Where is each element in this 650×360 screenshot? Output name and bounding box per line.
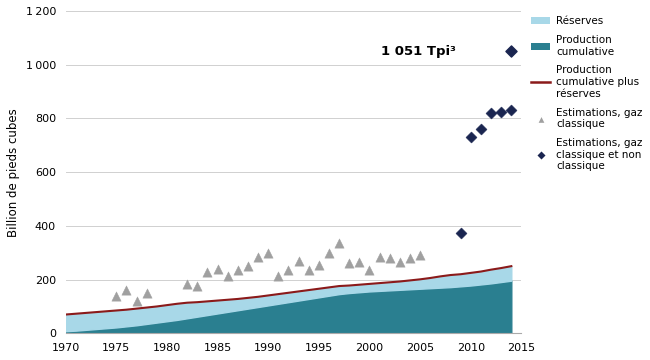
Point	[385, 255, 395, 261]
Point	[202, 269, 213, 274]
Point	[405, 255, 415, 261]
Point	[253, 254, 263, 260]
Point	[233, 267, 243, 273]
Y-axis label: Billion de pieds cubes: Billion de pieds cubes	[7, 108, 20, 237]
Point	[374, 254, 385, 260]
Point	[506, 108, 517, 113]
Point	[395, 259, 405, 265]
Point	[304, 267, 314, 273]
Point	[121, 288, 131, 293]
Point	[456, 230, 466, 235]
Point	[506, 48, 517, 54]
Point	[354, 259, 365, 265]
Point	[324, 250, 334, 256]
Point	[111, 293, 122, 298]
Point	[142, 290, 152, 296]
Point	[242, 263, 253, 269]
Point	[415, 253, 425, 258]
Point	[293, 258, 304, 264]
Point	[314, 262, 324, 268]
Point	[131, 298, 142, 304]
Point	[283, 267, 294, 273]
Point	[182, 281, 192, 287]
Point	[465, 134, 476, 140]
Point	[273, 273, 283, 278]
Text: 1 051 Tpi³: 1 051 Tpi³	[381, 45, 456, 58]
Point	[344, 261, 354, 266]
Point	[213, 266, 223, 272]
Point	[222, 273, 233, 278]
Point	[334, 240, 345, 246]
Point	[496, 109, 506, 114]
Point	[364, 267, 374, 273]
Point	[263, 250, 274, 256]
Point	[192, 283, 203, 289]
Point	[476, 126, 486, 132]
Legend: Réserves, Production
cumulative, Production
cumulative plus
réserves, Estimation: Réserves, Production cumulative, Product…	[531, 16, 643, 171]
Point	[486, 110, 496, 116]
